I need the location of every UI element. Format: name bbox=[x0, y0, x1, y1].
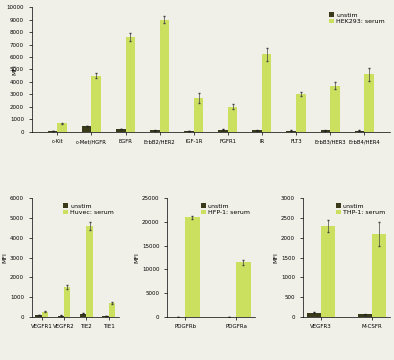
Bar bbox=[42, 312, 48, 317]
Y-axis label: MFI: MFI bbox=[12, 64, 17, 75]
Bar bbox=[296, 94, 306, 131]
Bar bbox=[262, 54, 271, 131]
Bar bbox=[321, 226, 335, 317]
Bar bbox=[126, 37, 135, 131]
Y-axis label: MFI: MFI bbox=[2, 252, 7, 263]
Bar bbox=[253, 130, 262, 131]
Legend: unstim, HEK293: serum: unstim, HEK293: serum bbox=[327, 10, 387, 26]
Y-axis label: MFI: MFI bbox=[134, 252, 139, 263]
Bar bbox=[236, 262, 251, 317]
Bar bbox=[372, 234, 386, 317]
Bar bbox=[80, 314, 86, 317]
Bar bbox=[109, 303, 115, 317]
Legend: unstim, THP-1: serum: unstim, THP-1: serum bbox=[334, 202, 387, 217]
Bar bbox=[321, 130, 330, 131]
Bar bbox=[357, 314, 372, 317]
Bar bbox=[35, 315, 42, 317]
Bar bbox=[116, 129, 126, 131]
Bar bbox=[364, 75, 374, 131]
Bar bbox=[91, 76, 101, 131]
Bar bbox=[102, 316, 109, 317]
Bar bbox=[58, 123, 67, 131]
Bar bbox=[330, 86, 340, 131]
Bar bbox=[150, 130, 160, 131]
Bar bbox=[64, 287, 71, 317]
Bar bbox=[218, 130, 228, 131]
Legend: unstim, Huvec: serum: unstim, Huvec: serum bbox=[61, 202, 116, 217]
Y-axis label: MFI: MFI bbox=[273, 252, 278, 263]
Bar bbox=[160, 20, 169, 131]
Bar bbox=[194, 98, 203, 131]
Bar bbox=[82, 126, 91, 131]
Bar bbox=[58, 316, 64, 317]
Legend: unstim, HFP-1: serum: unstim, HFP-1: serum bbox=[199, 202, 251, 217]
Bar bbox=[185, 217, 200, 317]
Bar bbox=[307, 313, 321, 317]
Bar bbox=[228, 107, 237, 131]
Bar bbox=[86, 226, 93, 317]
